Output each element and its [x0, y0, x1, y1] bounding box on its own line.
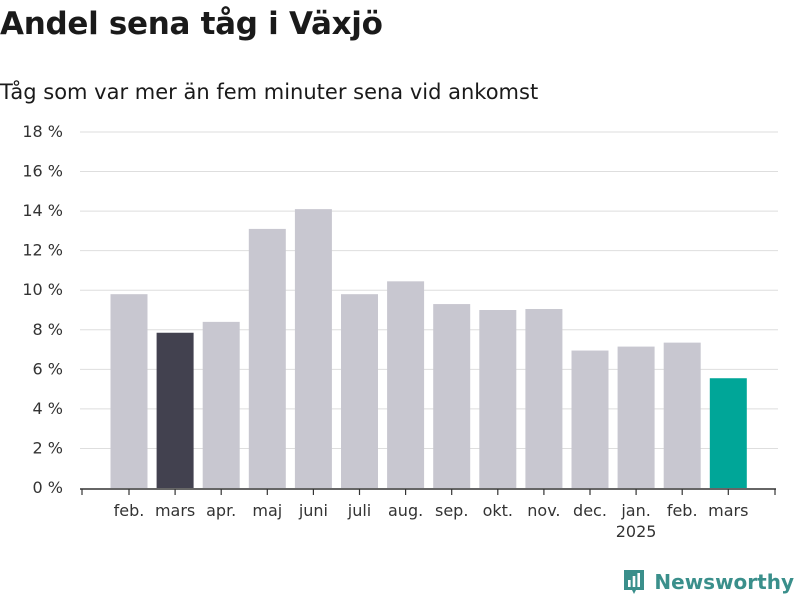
y-tick-label: 10 %: [22, 280, 63, 299]
x-tick-label: apr.: [206, 501, 236, 520]
bar: [110, 294, 148, 488]
bar: [617, 346, 655, 488]
y-tick-label: 12 %: [22, 241, 63, 260]
bar: [709, 378, 747, 488]
x-tick-label: maj: [252, 501, 282, 520]
bar: [479, 310, 517, 488]
bar: [387, 281, 425, 488]
x-tick-label: feb.: [667, 501, 698, 520]
bars: [110, 209, 747, 488]
x-tick-label: sep.: [435, 501, 468, 520]
bar: [294, 209, 332, 488]
x-year-label: 2025: [616, 522, 657, 541]
y-tick-label: 14 %: [22, 201, 63, 220]
bar: [248, 228, 286, 488]
y-tick-label: 2 %: [33, 438, 63, 457]
bar: [571, 350, 609, 488]
brand-name: Newsworthy: [654, 570, 794, 594]
y-tick-label: 8 %: [33, 320, 63, 339]
x-axis: feb. mars apr. maj juni juli aug. sep. okt. nov. d…: [80, 488, 776, 541]
y-tick-label: 0 %: [33, 478, 63, 497]
x-tick-label: mars: [155, 501, 195, 520]
y-tick-label: 16 %: [22, 162, 63, 181]
bar: [433, 304, 471, 488]
grid-lines: [80, 131, 778, 449]
y-tick-label: 4 %: [33, 399, 63, 418]
x-tick-label: nov.: [527, 501, 560, 520]
x-tick-label: feb.: [114, 501, 145, 520]
page-title: Andel sena tåg i Växjö: [0, 6, 383, 42]
bar: [663, 342, 701, 488]
bar: [525, 309, 563, 488]
y-tick-label: 6 %: [33, 359, 63, 378]
y-tick-label: 18 %: [22, 122, 63, 141]
x-tick-label: okt.: [483, 501, 513, 520]
x-tick-label: juli: [347, 501, 371, 520]
brand-logo: Newsworthy: [622, 568, 794, 596]
x-tick-label: jan.: [620, 501, 650, 520]
x-tick-label: dec.: [573, 501, 607, 520]
x-tick-label: mars: [708, 501, 748, 520]
page-subtitle: Tåg som var mer än fem minuter sena vid …: [0, 80, 539, 104]
y-axis: 0 % 2 % 4 % 6 % 8 % 10 % 12 % 14 % 16 % 18 %: [22, 122, 63, 497]
bar-chart: 0 % 2 % 4 % 6 % 8 % 10 % 12 % 14 % 16 % 18 % feb.…: [22, 122, 778, 541]
bar: [202, 321, 240, 488]
bar: [341, 294, 378, 488]
x-tick-label: aug.: [388, 501, 423, 520]
newsworthy-logo-icon: [624, 570, 645, 594]
bar: [156, 332, 194, 488]
x-tick-label: juni: [298, 501, 328, 520]
